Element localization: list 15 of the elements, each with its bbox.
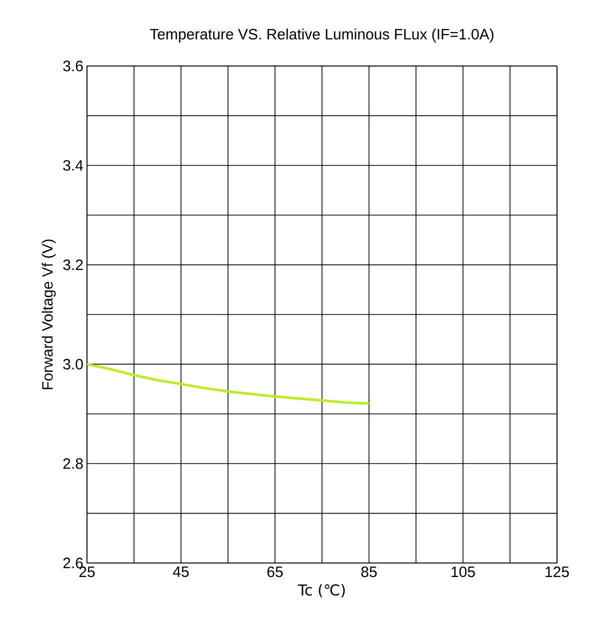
- x-tick-label: 85: [361, 566, 377, 578]
- y-tick-label: 2.6: [63, 558, 83, 568]
- y-tick-label: 3.4: [63, 160, 84, 171]
- x-tick-label: 65: [267, 566, 283, 578]
- y-tick-label: 3.6: [63, 60, 83, 72]
- x-tick-label: 25: [79, 566, 95, 578]
- x-tick-label: 45: [173, 566, 189, 577]
- y-axis-title: Forward Voltage Vf (V): [42, 240, 56, 390]
- x-tick-label: 105: [452, 566, 475, 578]
- y-tick-label: 3.0: [63, 358, 83, 370]
- x-axis-title: Tc (℃): [298, 584, 345, 598]
- chart-title: Temperature VS. Relative Luminous FLux (IF=1.0A): [150, 28, 494, 42]
- x-tick-label: 125: [546, 566, 569, 578]
- y-tick-label: 3.2: [63, 259, 83, 270]
- y-tick-label: 2.8: [63, 458, 83, 469]
